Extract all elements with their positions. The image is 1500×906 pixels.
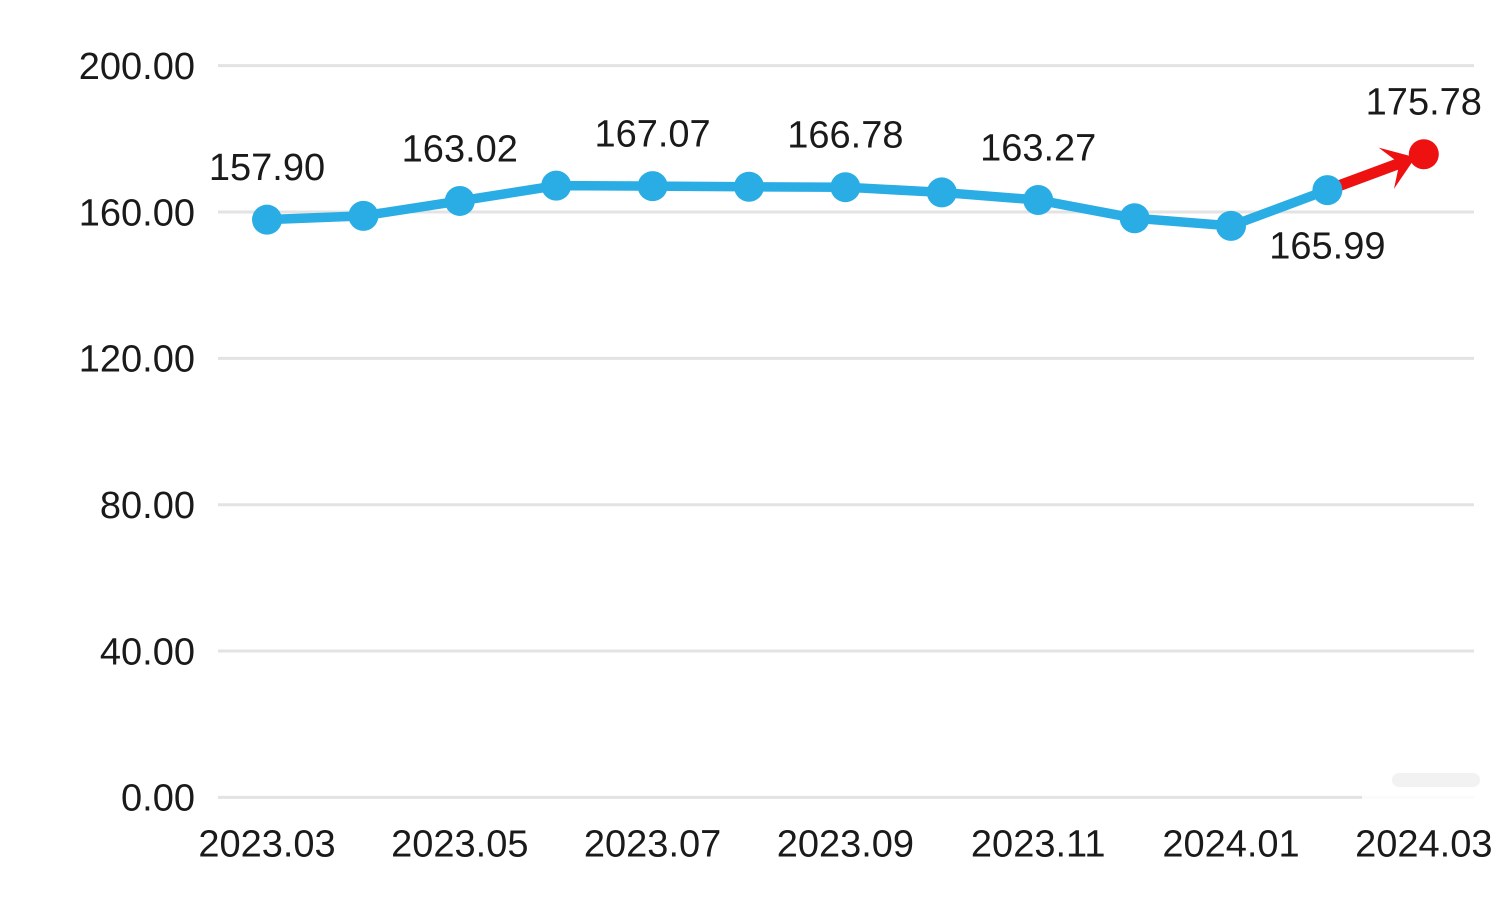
- data-point: [348, 200, 379, 231]
- data-point: [541, 170, 572, 201]
- y-tick-label: 0.00: [121, 778, 195, 820]
- data-point: [830, 172, 861, 203]
- data-label: 175.78: [1366, 82, 1482, 124]
- y-tick-label: 80.00: [100, 485, 195, 527]
- x-tick-label: 2023.03: [198, 823, 335, 865]
- data-point: [1312, 175, 1343, 206]
- data-point: [252, 204, 282, 235]
- line-chart-figure: 200.00 160.00 120.00 80.00 40.00 0.00 2023.03 2…: [40, 16, 1500, 890]
- data-label: 166.78: [787, 114, 903, 156]
- trend-arrow-head: [1378, 147, 1416, 189]
- data-label: 157.90: [209, 147, 325, 189]
- data-point: [734, 171, 764, 202]
- y-tick-label: 40.00: [100, 631, 195, 673]
- data-point: [444, 185, 475, 216]
- x-tick-label: 2023.11: [971, 823, 1106, 865]
- data-label: 167.07: [594, 113, 710, 155]
- data-label: 165.99: [1269, 225, 1385, 267]
- data-label: 163.02: [402, 128, 518, 170]
- x-tick-label: 2024.03: [1355, 823, 1492, 865]
- y-tick-label: 120.00: [79, 339, 195, 381]
- series-line: [262, 180, 1333, 231]
- y-tick-label: 200.00: [79, 46, 195, 88]
- x-tick-label: 2023.07: [584, 823, 721, 865]
- x-tick-label: 2024.01: [1162, 823, 1299, 865]
- data-point: [1023, 185, 1054, 216]
- x-tick-label: 2023.05: [391, 823, 528, 865]
- data-point: [637, 171, 668, 202]
- data-label: 163.27: [980, 127, 1096, 169]
- x-tick-label: 2023.09: [777, 823, 914, 865]
- data-point-highlight: [1408, 139, 1439, 170]
- data-point: [1216, 210, 1246, 241]
- watermark: [1392, 773, 1480, 787]
- y-tick-label: 160.00: [79, 192, 195, 234]
- data-point: [1119, 203, 1150, 234]
- watermark: [1362, 785, 1500, 812]
- data-point: [926, 177, 957, 208]
